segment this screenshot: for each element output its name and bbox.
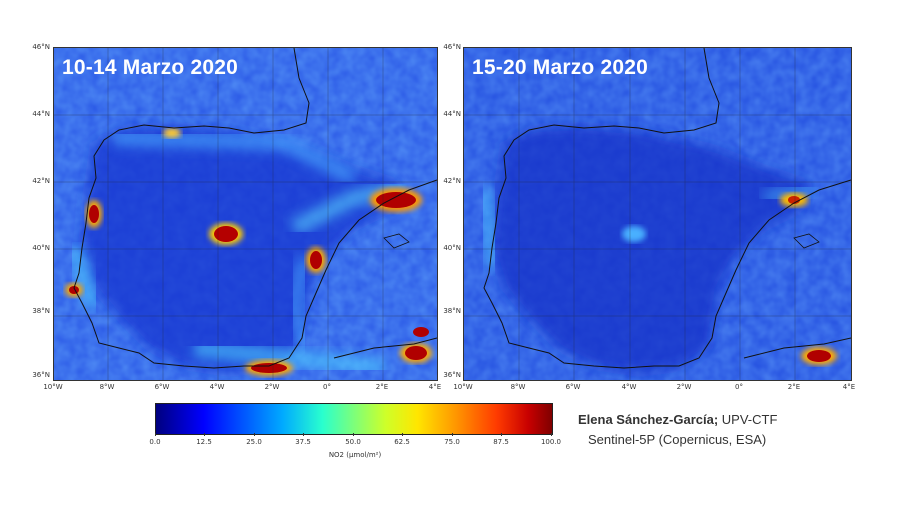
lon-tick-right: 6°W — [565, 383, 581, 391]
credit-block: Elena Sánchez-García; UPV-CTF Sentinel-5… — [578, 410, 858, 450]
coastline — [73, 48, 437, 369]
lat-tick-left: 46°N — [32, 43, 50, 51]
no2-map-left — [54, 48, 437, 380]
lon-tick-right: 2°W — [676, 383, 692, 391]
colorbar-tick: 75.0 — [444, 438, 460, 446]
lat-tick-left: 40°N — [32, 244, 50, 252]
colorbar-tick: 100.0 — [540, 438, 562, 446]
lat-tick-left: 36°N — [32, 371, 50, 379]
map-panel-march-15-20: 15-20 Marzo 2020 — [463, 47, 852, 381]
lon-tick-left: 6°W — [154, 383, 170, 391]
lon-tick-right: 10°W — [453, 383, 473, 391]
hotspot-algiers — [405, 346, 427, 360]
lat-tick-right: 44°N — [443, 110, 461, 118]
lon-tick-left: 4°W — [209, 383, 225, 391]
lat-tick-right: 42°N — [443, 177, 461, 185]
colorbar-tick: 62.5 — [394, 438, 410, 446]
no2-map-right — [464, 48, 851, 380]
hotspot-south-coast — [251, 363, 287, 373]
lon-tick-left: 2°E — [375, 383, 389, 391]
lat-tick-right: 36°N — [443, 371, 461, 379]
lon-tick-right: 4°W — [621, 383, 637, 391]
hotspot-algiers-right — [807, 350, 831, 362]
hotspot-barcelona — [376, 192, 416, 208]
lon-tick-left: 0° — [323, 383, 331, 391]
lon-tick-left: 8°W — [99, 383, 115, 391]
credit-affiliation: UPV-CTF — [721, 412, 778, 427]
lat-tick-right: 38°N — [443, 307, 461, 315]
lon-tick-left: 4°E — [428, 383, 442, 391]
credit-source: Sentinel-5P (Copernicus, ESA) — [588, 432, 767, 447]
lat-tick-left: 42°N — [32, 177, 50, 185]
colorbar-tick: 0.0 — [149, 438, 161, 446]
lat-tick-right: 46°N — [443, 43, 461, 51]
hotspot-madrid — [214, 226, 238, 242]
lon-tick-right: 8°W — [510, 383, 526, 391]
colorbar-label: NO2 (µmol/m²) — [328, 451, 382, 459]
lon-tick-right: 4°E — [842, 383, 856, 391]
colorbar-tick: 87.5 — [493, 438, 509, 446]
hotspot-valencia — [310, 251, 322, 269]
lat-tick-left: 38°N — [32, 307, 50, 315]
coastline — [483, 48, 851, 369]
panel-title-left: 10-14 Marzo 2020 — [62, 56, 238, 79]
lat-tick-left: 44°N — [32, 110, 50, 118]
credit-author: Elena Sánchez-García; — [578, 412, 719, 427]
colorbar — [155, 403, 553, 435]
map-panel-march-10-14: 10-14 Marzo 2020 — [53, 47, 438, 381]
hotspot-porto — [89, 205, 99, 223]
lon-tick-right: 0° — [735, 383, 743, 391]
lon-tick-left: 2°W — [264, 383, 280, 391]
lon-tick-left: 10°W — [43, 383, 63, 391]
lon-tick-right: 2°E — [787, 383, 801, 391]
colorbar-tick: 12.5 — [196, 438, 212, 446]
colorbar-tick: 37.5 — [295, 438, 311, 446]
panel-title-right: 15-20 Marzo 2020 — [472, 56, 648, 79]
colorbar-tick: 50.0 — [345, 438, 361, 446]
lat-tick-right: 40°N — [443, 244, 461, 252]
colorbar-tick: 25.0 — [246, 438, 262, 446]
